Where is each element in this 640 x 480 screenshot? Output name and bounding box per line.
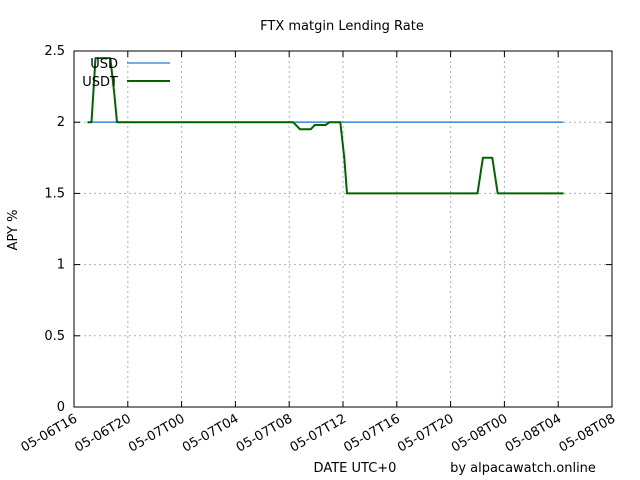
- y-tick-label: 0.5: [44, 329, 65, 344]
- grid-lines: [74, 51, 612, 407]
- y-tick-label: 2: [57, 115, 65, 130]
- y-axis-label: APY %: [6, 210, 21, 251]
- series-line-usdt: [87, 57, 564, 195]
- series-layer: [87, 57, 564, 195]
- y-axis-ticks: 0 0.5 1 1.5 2 2.5: [44, 44, 612, 415]
- y-tick-label: 2.5: [44, 44, 65, 59]
- y-tick-label: 1.5: [44, 186, 65, 201]
- legend-label-usdt: USDT: [82, 75, 118, 90]
- plot-frame: [73, 50, 613, 408]
- legend: USD USDT: [82, 57, 170, 90]
- credit-text: by alpacawatch.online: [450, 461, 596, 476]
- x-axis-label: DATE UTC+0: [314, 461, 397, 476]
- chart-title: FTX matgin Lending Rate: [260, 19, 424, 34]
- y-tick-label: 1: [57, 258, 65, 273]
- legend-label-usd: USD: [90, 57, 118, 72]
- y-tick-label: 0: [57, 400, 65, 415]
